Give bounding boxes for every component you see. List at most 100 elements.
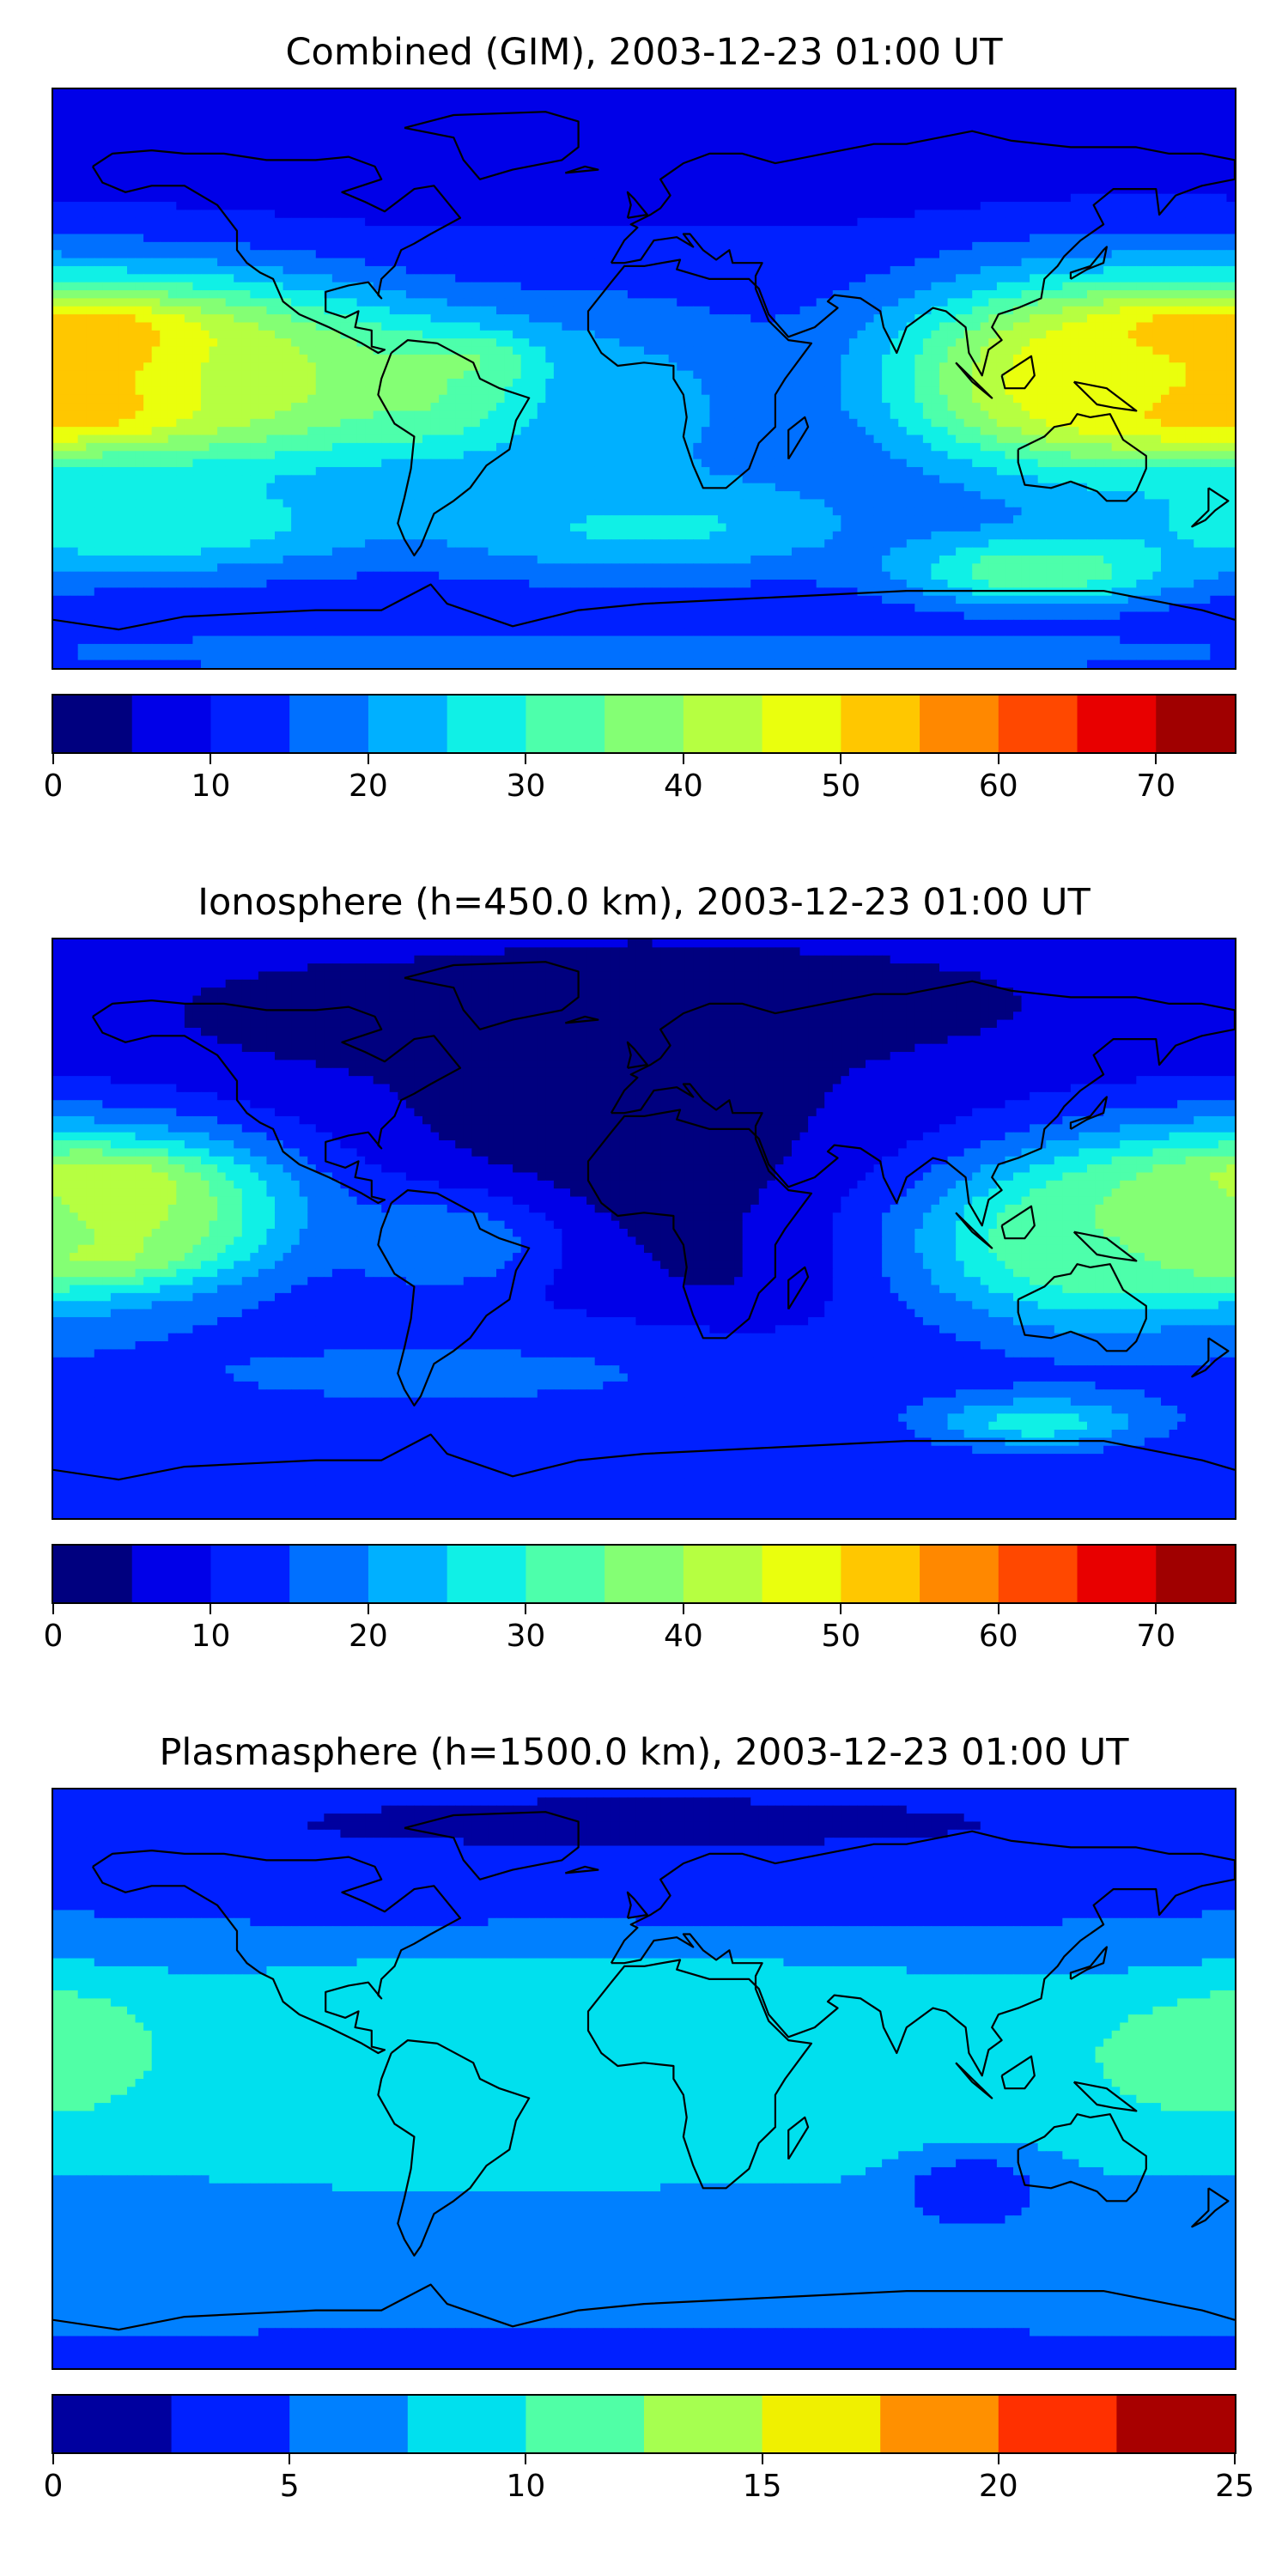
heatmap-cell <box>398 210 407 219</box>
heatmap-cell <box>331 362 342 372</box>
heatmap-cell <box>1201 193 1211 203</box>
heatmap-cell <box>398 129 407 138</box>
heatmap-cell <box>496 290 506 299</box>
heatmap-cell <box>553 89 563 98</box>
heatmap-cell <box>496 185 506 195</box>
heatmap-cell <box>471 145 481 155</box>
heatmap-cell <box>77 322 87 331</box>
heatmap-cell <box>848 121 859 131</box>
heatmap-cell <box>775 177 785 186</box>
heatmap-cell <box>201 314 210 324</box>
heatmap-cell <box>627 137 637 147</box>
heatmap-cell <box>603 298 612 307</box>
heatmap-cell <box>693 306 702 315</box>
heatmap-cell <box>373 282 382 291</box>
heatmap-cell <box>1194 298 1203 307</box>
heatmap-cell <box>1013 298 1023 307</box>
heatmap-cell <box>488 210 497 219</box>
heatmap-cell <box>660 113 670 123</box>
heatmap-cell <box>1095 346 1104 355</box>
heatmap-cell <box>1218 322 1228 331</box>
heatmap-cell <box>471 121 481 131</box>
heatmap-cell <box>250 306 259 315</box>
heatmap-cell <box>422 137 432 147</box>
heatmap-cell <box>283 193 292 203</box>
heatmap-cell <box>479 274 489 283</box>
heatmap-cell <box>652 306 661 315</box>
heatmap-cell <box>266 265 276 275</box>
heatmap-cell <box>291 274 301 283</box>
heatmap-cell <box>1169 217 1178 227</box>
heatmap-cell <box>980 137 989 147</box>
heatmap-cell <box>258 265 268 275</box>
heatmap-cell <box>127 226 137 235</box>
heatmap-cell <box>988 226 998 235</box>
heatmap-cell <box>586 161 596 171</box>
heatmap-cell <box>594 322 604 331</box>
heatmap-cell <box>857 169 866 179</box>
heatmap-cell <box>848 113 859 123</box>
heatmap-cell <box>792 265 801 275</box>
heatmap-cell <box>570 210 580 219</box>
heatmap-cell <box>430 330 440 339</box>
heatmap-cell <box>234 153 243 162</box>
heatmap-cell <box>192 105 202 114</box>
heatmap-cell <box>586 282 596 291</box>
heatmap-cell <box>365 113 374 123</box>
heatmap-cell <box>1070 137 1080 147</box>
heatmap-cell <box>250 210 259 219</box>
heatmap-cell <box>619 330 629 339</box>
heatmap-cell <box>70 234 79 243</box>
heatmap-cell <box>201 258 210 267</box>
heatmap-cell <box>660 306 670 315</box>
heatmap-cell <box>135 258 144 267</box>
heatmap-cell <box>906 217 915 227</box>
heatmap-cell <box>627 169 637 179</box>
heatmap-cell <box>792 113 801 123</box>
heatmap-cell <box>356 97 366 106</box>
heatmap-cell <box>1194 258 1203 267</box>
heatmap-cell <box>331 226 342 235</box>
heatmap-cell <box>86 226 95 235</box>
heatmap-cell <box>890 298 899 307</box>
heatmap-cell <box>61 338 70 348</box>
heatmap-cell <box>767 282 776 291</box>
heatmap-cell <box>1144 129 1154 138</box>
heatmap-cell <box>1087 265 1097 275</box>
heatmap-cell <box>882 113 891 123</box>
heatmap-cell <box>906 250 915 259</box>
heatmap-cell <box>447 105 456 114</box>
heatmap-cell <box>70 330 79 339</box>
heatmap-cell <box>1005 330 1014 339</box>
heatmap-cell <box>201 137 210 147</box>
heatmap-cell <box>250 145 259 155</box>
heatmap-cell <box>389 169 398 179</box>
heatmap-cell <box>537 338 546 348</box>
heatmap-cell <box>1095 202 1104 211</box>
heatmap-cell <box>1046 145 1055 155</box>
heatmap-cell <box>496 129 506 138</box>
heatmap-cell <box>619 250 629 259</box>
heatmap-cell <box>947 314 957 324</box>
heatmap-cell <box>963 314 973 324</box>
heatmap-cell <box>808 137 817 147</box>
heatmap-cell <box>578 346 587 355</box>
heatmap-cell <box>266 153 276 162</box>
heatmap-cell <box>520 169 530 179</box>
heatmap-cell <box>1095 105 1104 114</box>
heatmap-cell <box>914 169 924 179</box>
heatmap-cell <box>742 177 751 186</box>
heatmap-cell <box>1144 265 1154 275</box>
heatmap-cell <box>792 145 801 155</box>
heatmap-cell <box>898 346 908 355</box>
heatmap-cell <box>963 113 973 123</box>
heatmap-cell <box>644 169 653 179</box>
heatmap-cell <box>365 129 374 138</box>
heatmap-cell <box>1161 282 1170 291</box>
heatmap-cell <box>135 282 144 291</box>
heatmap-cell <box>381 161 391 171</box>
heatmap-cell <box>422 89 432 98</box>
heatmap-cell <box>848 193 859 203</box>
heatmap-cell <box>939 226 949 235</box>
heatmap-cell <box>86 145 95 155</box>
